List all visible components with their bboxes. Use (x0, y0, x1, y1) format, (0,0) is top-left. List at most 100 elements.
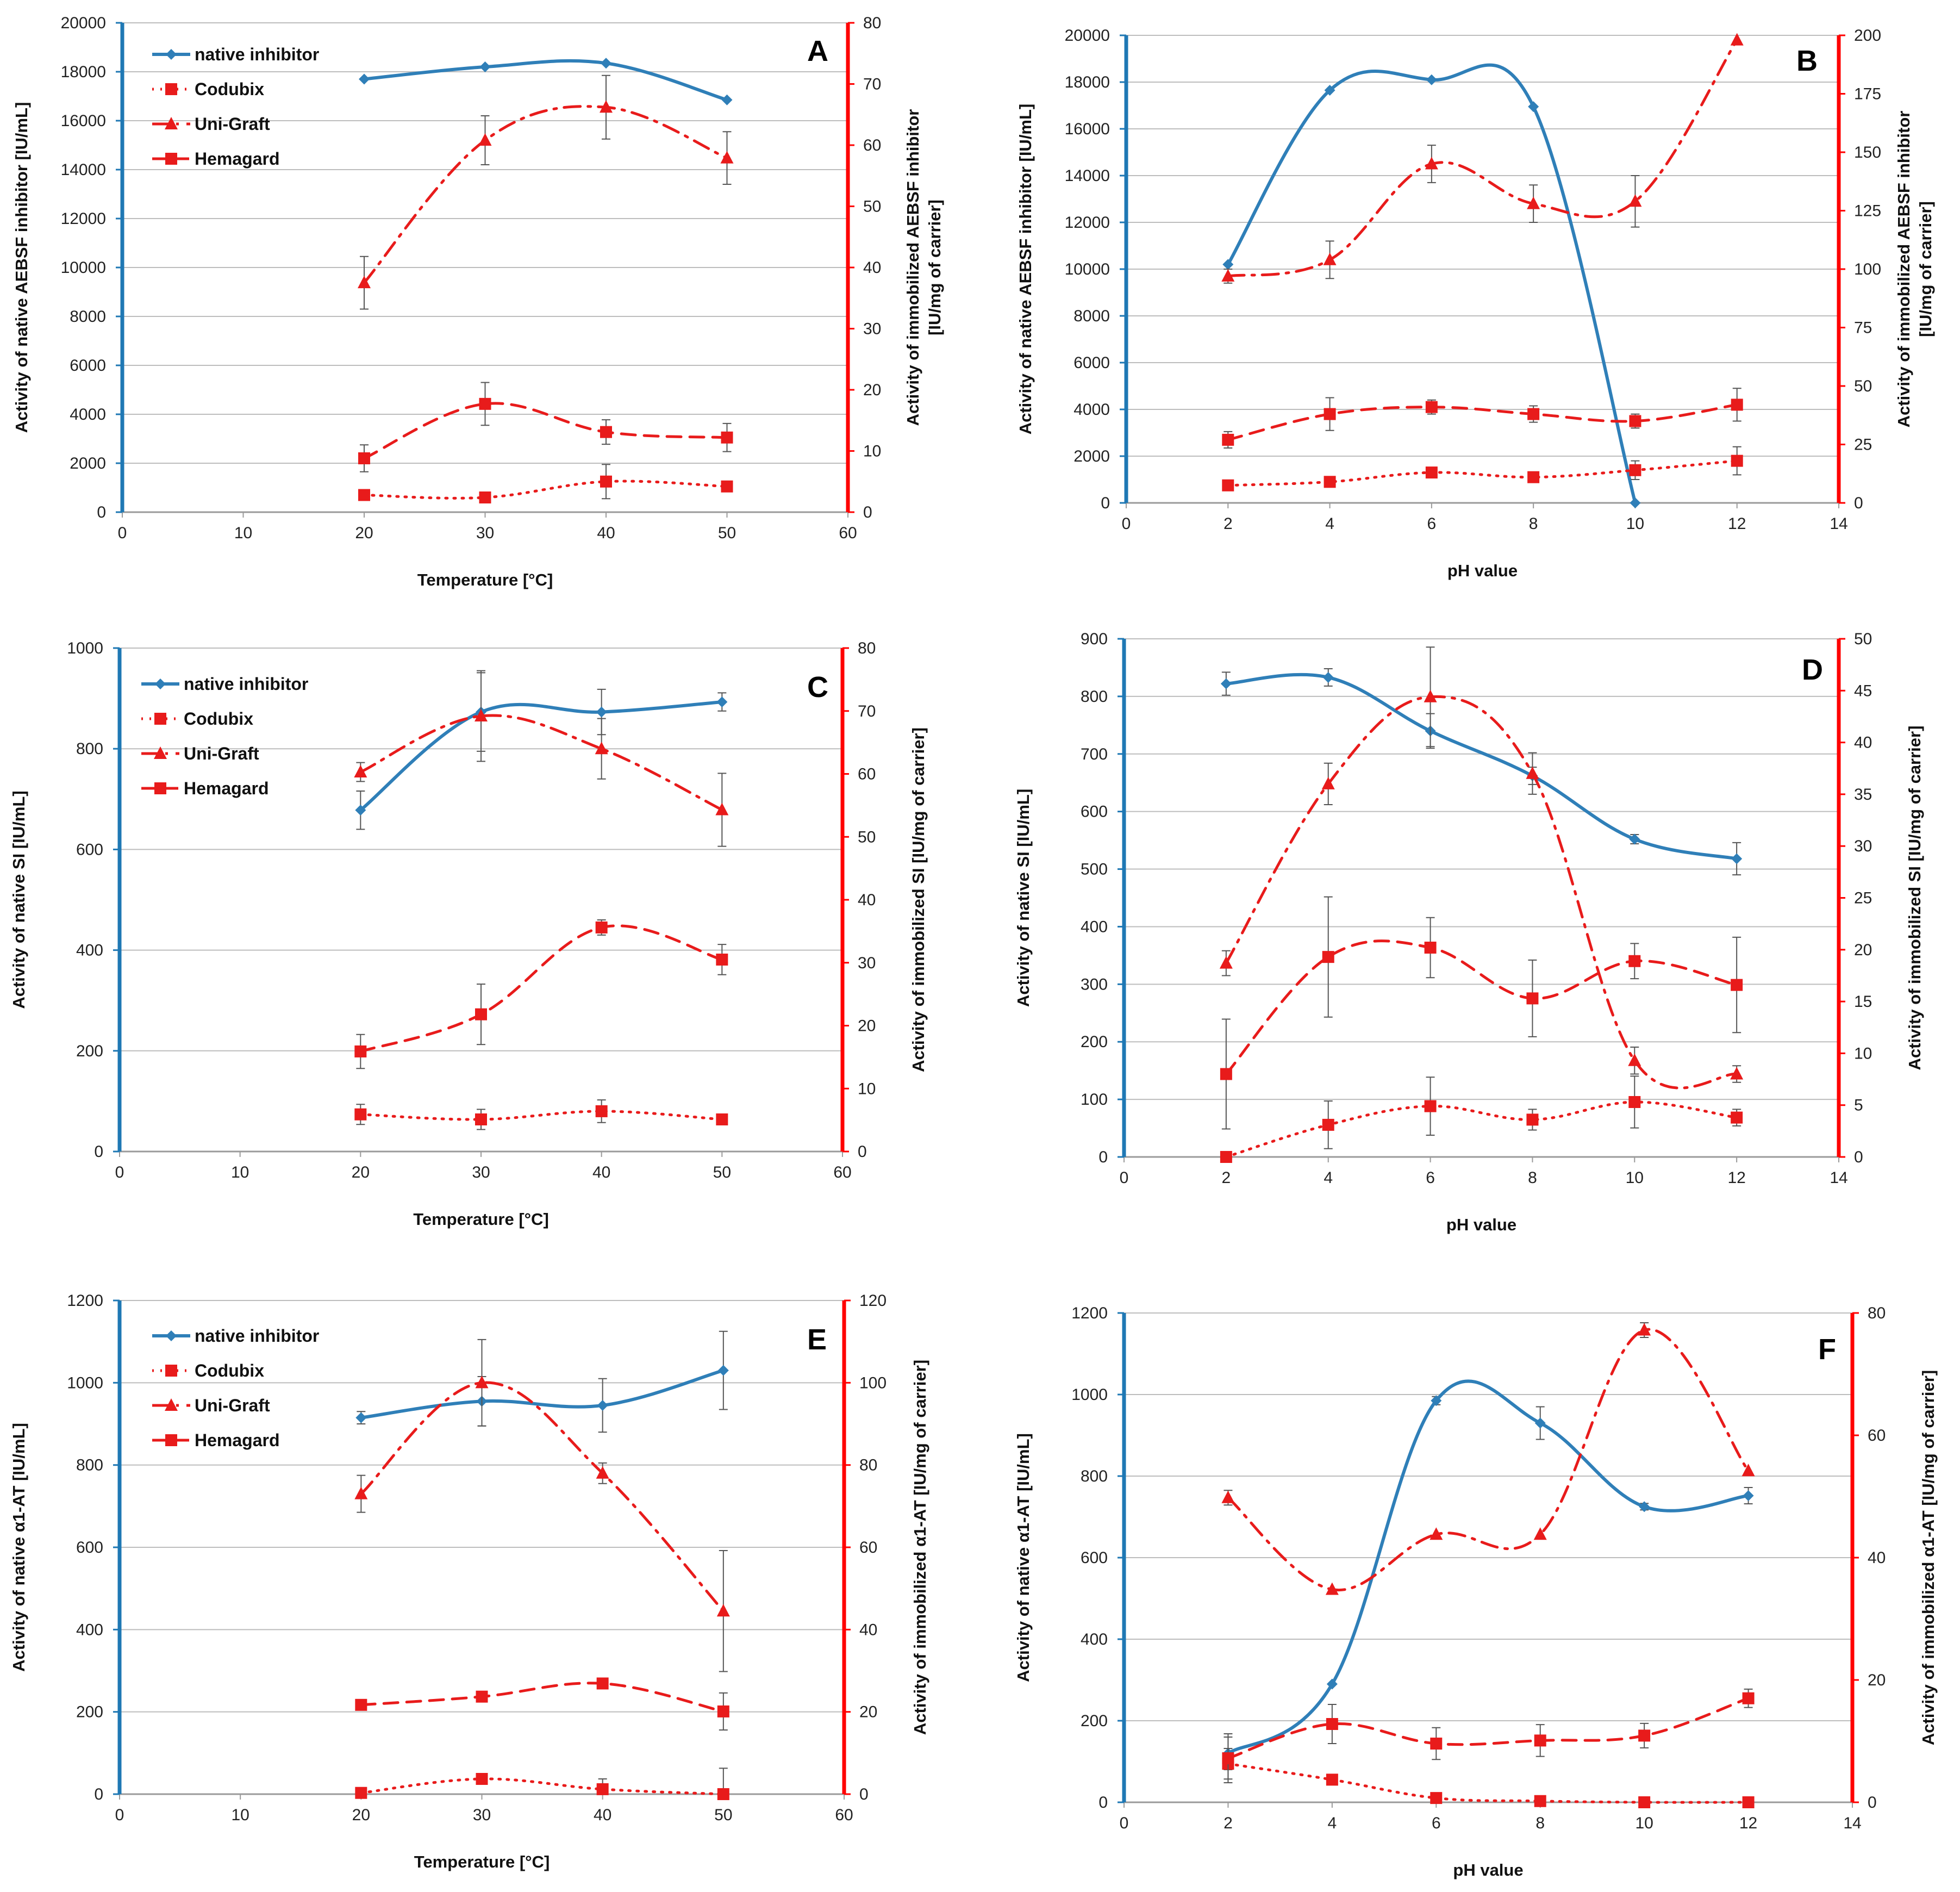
panel-d-y2-tick-label: 25 (1854, 889, 1872, 907)
panel-a-y2-tick-label: 10 (863, 443, 881, 460)
panel-f-series-uni-graft-point (1638, 1323, 1651, 1336)
panel-c-y2-tick-label: 60 (858, 765, 876, 783)
panel-b-series-hemagard-point (1222, 433, 1234, 446)
panel-c-x-tick-label: 40 (592, 1163, 610, 1181)
panel-d-series-codubix-point (1731, 1111, 1743, 1124)
panel-e-y-tick-label: 200 (76, 1703, 103, 1721)
panel-f-letter: F (1818, 1333, 1836, 1366)
panel-b-series-native-inhibitor-point (1528, 101, 1539, 113)
panel-a-series-codubix-line (363, 480, 728, 500)
panel-a-legend-label: Hemagard (195, 149, 280, 169)
panel-f-series-codubix-point (1534, 1795, 1546, 1807)
panel-e-series-hemagard-point (355, 1698, 367, 1711)
panel-f-y-tick-label: 1000 (1071, 1386, 1108, 1404)
panel-a-legend: native inhibitor Codubix Uni-Graft Hemagard (152, 45, 319, 169)
panel-e-series-native-inhibitor-line (359, 1368, 725, 1420)
panel-a-x-tick-label: 0 (118, 524, 127, 542)
panel-c-y2-tick-label: 50 (858, 828, 876, 846)
panel-c-series-codubix-point (354, 1108, 367, 1121)
panel-b-y2-tick-label: 200 (1854, 27, 1881, 45)
panel-d-series-hemagard-point (1731, 979, 1743, 991)
panel-b-y2-tick-label: 125 (1854, 202, 1881, 220)
panel-c-y2-tick-label: 0 (858, 1143, 867, 1161)
panel-e-y2-tick-label: 100 (859, 1374, 887, 1392)
panel-c-y-tick-label: 200 (76, 1042, 103, 1060)
panel-d-x-tick-label: 10 (1626, 1169, 1644, 1187)
panel-e-series-uni-graft-line (359, 1381, 725, 1613)
panel-e-y2-axis-title: Activity of immobilized α1-AT [IU/mg of … (910, 1360, 929, 1735)
panel-e-y-tick-label: 600 (76, 1539, 103, 1557)
panel-b-series-hemagard-point (1425, 401, 1438, 413)
panel-c-series-hemagard-point (354, 1045, 367, 1057)
panel-b-y-tick-label: 10000 (1065, 260, 1110, 278)
panel-d-series-codubix-point (1220, 1151, 1232, 1163)
panel-d-y-tick-label: 0 (1098, 1148, 1108, 1166)
panel-a-y2-tick-label: 60 (863, 136, 881, 154)
panel-a-series-hemagard-point (358, 452, 370, 464)
panel-c-series-codubix-point (475, 1113, 487, 1125)
panel-c-series-codubix-point (595, 1105, 608, 1117)
panel-c-legend-swatch-marker (154, 713, 166, 725)
panel-d-y2-tick-label: 20 (1854, 941, 1872, 959)
panel-d-series-uni-graft (1219, 646, 1744, 1090)
panel-e-y2-tick-label: 0 (859, 1785, 869, 1803)
panel-b-y-tick-label: 2000 (1073, 447, 1110, 465)
panel-c-y2-tick-label: 30 (858, 954, 876, 972)
panel-e-series-uni-graft-point (716, 1604, 730, 1617)
panel-b-y2-tick-label: 75 (1854, 319, 1872, 337)
panel-d-series-native-inhibitor-point (1629, 833, 1640, 845)
panel-d-x-tick-label: 8 (1528, 1169, 1537, 1187)
panel-c-y-tick-label: 1000 (67, 639, 103, 657)
panel-e-series-codubix-point (476, 1773, 488, 1785)
panel-b-series-uni-graft-line (1226, 39, 1739, 278)
panel-b-series-codubix-point (1527, 471, 1540, 483)
panel-e-series-hemagard-line (359, 1682, 725, 1713)
panel-a-series-hemagard-point (600, 426, 612, 438)
panel-a-series-codubix-point (600, 475, 612, 488)
panel-b-series-hemagard-point (1731, 399, 1743, 411)
panel-e-series-native-inhibitor (355, 1330, 729, 1433)
panel-b: 0 2 4 6 8 10 12 1402000400060008000100001200014… (1016, 27, 1935, 580)
panel-d-y2-tick-label: 0 (1854, 1148, 1863, 1166)
panel-a-series-native-inhibitor-point (479, 61, 491, 72)
panel-b-series-codubix-point (1324, 476, 1336, 488)
panel-e-y-axis-title: Activity of native α1-AT [IU/mL] (9, 1423, 28, 1672)
panel-a-series-hemagard-line (363, 402, 728, 460)
panel-d-x-axis-title: pH value (1446, 1215, 1516, 1234)
panel-d-y2-tick-label: 5 (1854, 1097, 1863, 1115)
panel-f: 0 2 4 6 8 10 12 14 0 200 400 600 800 1000 1200 0 20 40 60 8… (1014, 1304, 1938, 1879)
panel-b-y-tick-label: 8000 (1073, 307, 1110, 325)
panel-f-series-uni-graft-point (1221, 1490, 1235, 1503)
panel-d-series-uni-graft-point (1321, 776, 1335, 789)
panel-c: 0 10 20 30 40 50 60020040060080010000102030405… (9, 639, 928, 1229)
panel-d-series-hemagard (1220, 896, 1743, 1130)
panel-f-series-codubix (1222, 1748, 1755, 1808)
panel-c-series-hemagard (354, 919, 728, 1069)
panel-c-x-tick-label: 20 (352, 1163, 370, 1181)
panel-a-y-tick-label: 0 (97, 503, 106, 521)
panel-c-series-codubix-point (716, 1113, 728, 1125)
panel-e-y2-tick-label: 120 (859, 1292, 887, 1310)
panel-b-series-uni-graft-point (1730, 33, 1744, 46)
panel-e-legend-label: Uni-Graft (195, 1396, 270, 1415)
panel-f-x-tick-label: 6 (1432, 1814, 1441, 1832)
panel-f-series-uni-graft-line (1226, 1328, 1750, 1592)
panel-b-y2-tick-label: 25 (1854, 436, 1872, 454)
panel-a-y2-tick-label: 0 (863, 503, 872, 521)
panel-e-y-tick-label: 0 (94, 1785, 103, 1803)
panel-d-y-tick-label: 200 (1081, 1033, 1108, 1051)
panel-d-series-codubix-line (1225, 1100, 1738, 1159)
panel-a-y2-tick-label: 70 (863, 76, 881, 94)
panel-c-legend-swatch-marker (155, 679, 166, 689)
panel-e-series-uni-graft (354, 1339, 730, 1672)
panel-e-legend-label: Hemagard (195, 1430, 280, 1450)
panel-f-series-hemagard-line (1226, 1697, 1750, 1760)
panel-c-series-native-inhibitor-point (716, 696, 728, 708)
panel-b-y-tick-label: 16000 (1065, 120, 1110, 138)
panel-d-series-uni-graft-point (1628, 1053, 1641, 1066)
panel-d-y2-tick-label: 30 (1854, 837, 1872, 855)
panel-b-letter: B (1796, 45, 1818, 77)
panel-a: 0 10 20 30 40 50 60 0 2000 4000 6000 8000 10000 12000… (12, 14, 944, 589)
panel-c-x-tick-label: 60 (833, 1163, 851, 1181)
panel-f-x-tick-label: 0 (1120, 1814, 1129, 1832)
